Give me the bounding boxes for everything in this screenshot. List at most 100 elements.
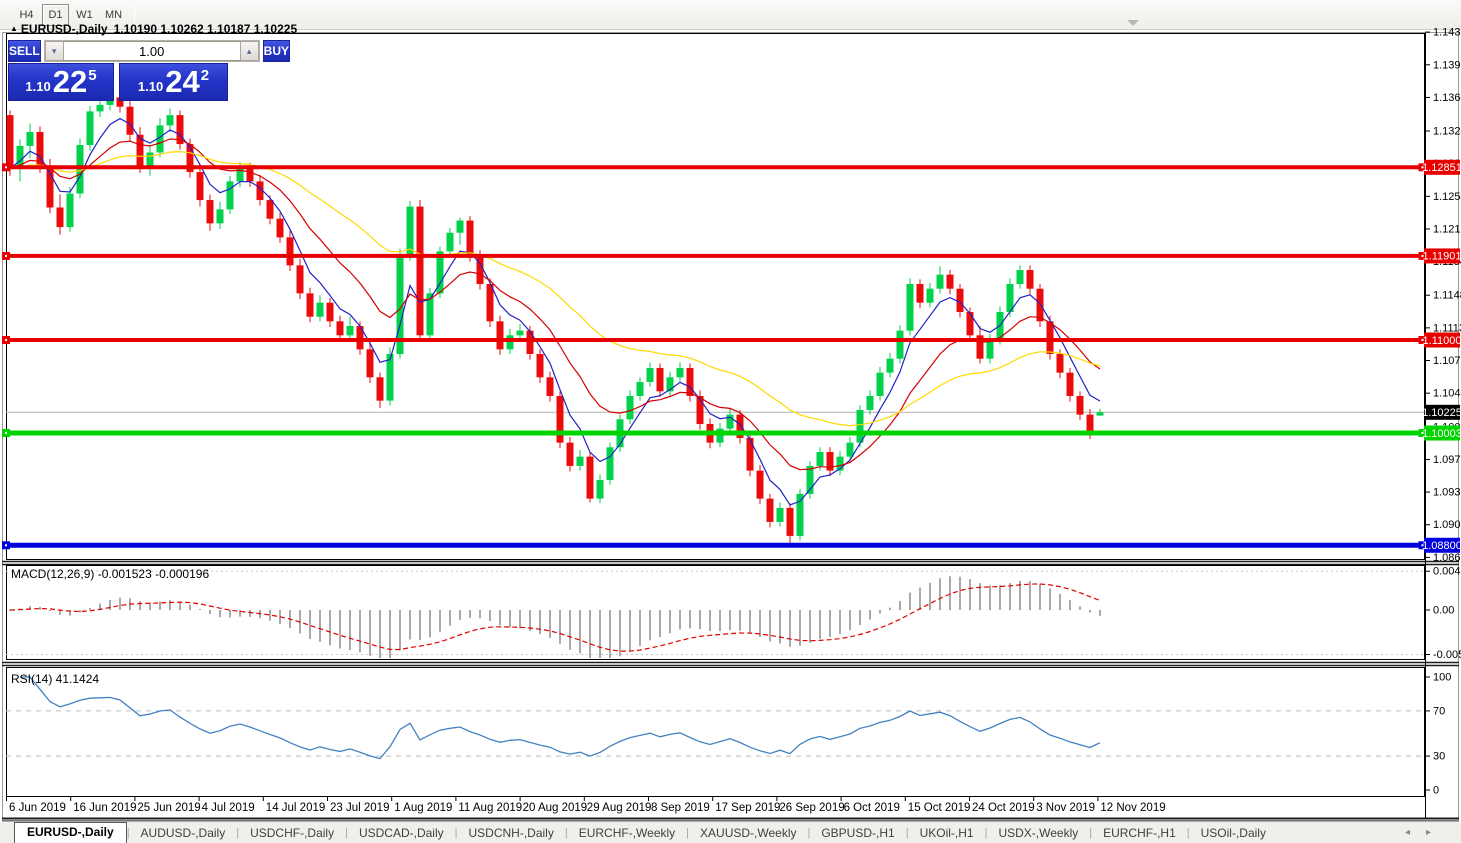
macd-bar — [889, 607, 891, 610]
tab-audusd-daily[interactable]: AUDUSD-,Daily — [140, 826, 226, 840]
tab-separator: | — [345, 826, 348, 839]
sell-price-prefix: 1.10 — [25, 79, 51, 94]
buy-button[interactable]: BUY — [262, 40, 291, 62]
tab-usdx-weekly[interactable]: USDX-,Weekly — [998, 826, 1079, 840]
price-label-marker-dot — [1421, 339, 1424, 341]
rsi-tick-label: 30 — [1433, 751, 1445, 763]
macd-indicator-label: MACD(12,26,9) -0.001523 -0.000196 — [11, 567, 210, 581]
rsi-panel[interactable] — [6, 667, 1425, 797]
sell-button[interactable]: SELL — [8, 40, 41, 62]
date-label: 20 Aug 2019 — [523, 802, 588, 814]
price-level-label-text: 1.12851 — [1422, 162, 1461, 174]
tab-ukoil-h1[interactable]: UKOil-,H1 — [919, 826, 974, 840]
tab-usoil-daily[interactable]: USOil-,Daily — [1200, 826, 1266, 840]
candle-body — [956, 288, 964, 313]
tabs-scroll-left-icon[interactable]: ◂ — [1404, 827, 1426, 838]
buy-price-display[interactable]: 1.10 24 2 — [119, 63, 228, 101]
candle-body — [96, 104, 104, 112]
volume-increase-button[interactable]: ▴ — [239, 41, 259, 61]
rsi-line — [20, 676, 1101, 760]
macd-bar — [399, 610, 401, 651]
macd-panel[interactable] — [6, 565, 1425, 660]
macd-bar — [119, 597, 121, 610]
date-label: 6 Oct 2019 — [844, 802, 900, 814]
macd-bar — [559, 610, 561, 644]
tab-eurchf-weekly[interactable]: EURCHF-,Weekly — [578, 826, 676, 840]
volume-input[interactable] — [63, 41, 240, 61]
buy-price-big: 24 — [165, 64, 200, 99]
candle-body — [886, 358, 894, 373]
macd-bar — [709, 610, 711, 632]
macd-bar — [719, 610, 721, 632]
date-label: 3 Nov 2019 — [1036, 802, 1095, 814]
tab-eurusd-daily[interactable]: EURUSD-,Daily — [14, 822, 127, 843]
chart-shift-marker-icon[interactable] — [1127, 20, 1139, 26]
buy-price-prefix: 1.10 — [137, 79, 164, 94]
price-level-label — [1424, 332, 1460, 348]
macd-bar — [589, 610, 591, 658]
candle-body — [986, 340, 994, 359]
tab-gbpusd-h1[interactable]: GBPUSD-,H1 — [821, 826, 895, 840]
tab-xauusd-weekly[interactable]: XAUUSD-,Weekly — [700, 826, 797, 840]
timeframe-button-w1[interactable]: W1 — [76, 8, 93, 21]
date-label: 8 Sep 2019 — [651, 802, 710, 814]
macd-bar — [1069, 599, 1071, 610]
macd-bar — [959, 576, 961, 610]
tab-separator: | — [686, 826, 690, 839]
candle-body — [346, 326, 354, 336]
candle-body — [796, 493, 804, 536]
date-label: 25 Jun 2019 — [137, 802, 200, 814]
sell-price-display[interactable]: 1.10 22 5 — [8, 63, 114, 101]
macd-bar — [819, 610, 821, 639]
macd-bar — [319, 610, 321, 642]
date-label: 12 Nov 2019 — [1100, 802, 1165, 814]
tab-usdchf-daily[interactable]: USDCHF-,Daily — [250, 826, 335, 840]
price-tick-label: 1.11130 — [1433, 322, 1461, 334]
macd-bar — [89, 607, 91, 610]
tabs-scroll-right-icon[interactable]: ▸ — [1425, 827, 1447, 838]
macd-bar — [369, 610, 371, 656]
macd-bar — [329, 610, 331, 646]
candle-body — [436, 251, 444, 294]
macd-bar — [419, 610, 421, 641]
candle-body — [746, 437, 754, 471]
candle-body — [596, 479, 604, 499]
tab-usdcnh-daily[interactable]: USDCNH-,Daily — [468, 826, 554, 840]
timeframe-button-mn[interactable]: MN — [104, 8, 123, 21]
macd-bar — [1049, 588, 1051, 610]
chart-window: 1.143001.139501.136001.132401.128901.125… — [0, 20, 1461, 822]
rsi-tick-label: 100 — [1433, 672, 1451, 684]
macd-bar — [219, 610, 221, 618]
macd-bar — [929, 582, 931, 610]
price-tick-label: 1.14300 — [1433, 27, 1461, 39]
volume-decrease-button[interactable]: ▾ — [44, 41, 64, 61]
macd-bar — [649, 610, 651, 641]
candle-body — [176, 115, 184, 145]
date-label: 24 Oct 2019 — [972, 802, 1035, 814]
macd-bar — [429, 610, 431, 638]
candle-body — [666, 377, 674, 392]
main-price-panel[interactable] — [6, 33, 1425, 560]
candle-body — [136, 134, 144, 168]
timeframe-button-h4[interactable]: H4 — [19, 8, 34, 21]
candle-body — [896, 330, 904, 359]
tab-eurchf-h1[interactable]: EURCHF-,H1 — [1103, 826, 1176, 840]
candles-layer — [6, 91, 1104, 547]
timeframe-button-d1[interactable]: D1 — [42, 3, 69, 26]
candle-body — [976, 335, 984, 359]
tab-usdcad-daily[interactable]: USDCAD-,Daily — [358, 826, 444, 840]
ma-medium-line — [9, 138, 1101, 471]
macd-histogram — [9, 576, 1101, 658]
tab-separator: | — [236, 826, 240, 839]
price-tick-label: 1.10780 — [1433, 355, 1461, 367]
macd-bar — [439, 610, 441, 632]
candle-body — [406, 206, 414, 257]
price-level-anchor-dot — [5, 432, 7, 435]
macd-bar — [409, 610, 411, 640]
price-level-label — [1424, 248, 1460, 264]
macd-tick-label: 0.00 — [1433, 605, 1454, 617]
candle-body — [1066, 372, 1074, 396]
macd-bar — [339, 610, 341, 649]
macd-bar — [1009, 583, 1011, 610]
